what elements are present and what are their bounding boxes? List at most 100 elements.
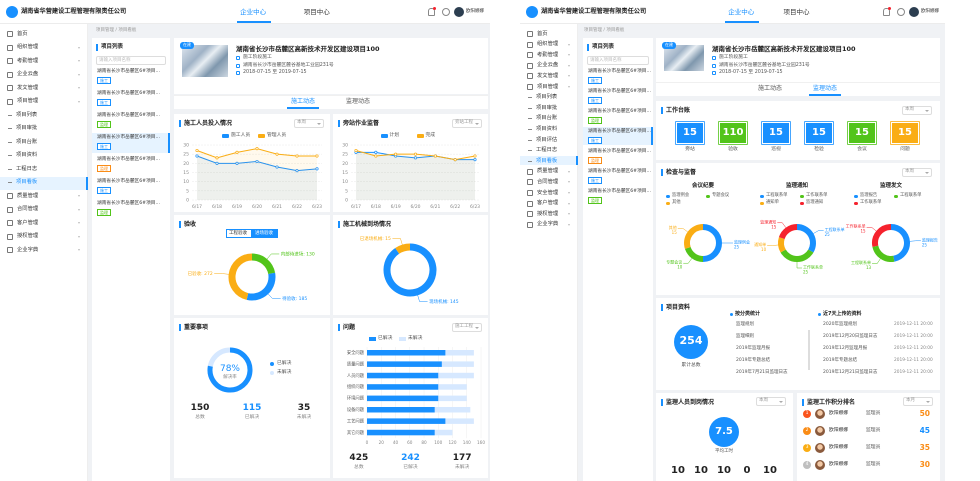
search-box[interactable]: [96, 56, 166, 65]
menu-item[interactable]: 项目列表: [16, 111, 38, 118]
dropdown[interactable]: [452, 119, 482, 128]
menu-item[interactable]: 质量管理: [17, 192, 39, 199]
file-row[interactable]: 2019年监理月报: [736, 346, 770, 351]
menu-item[interactable]: 首页: [537, 30, 548, 37]
tab[interactable]: 监理动态: [346, 98, 371, 105]
dropdown[interactable]: [452, 323, 482, 332]
project-title: 湖南省长沙市岳麓区高新技术开发区建设项目100: [236, 45, 380, 53]
menu-item[interactable]: 考勤管理: [537, 51, 559, 58]
x-tick-label: 6/19: [232, 204, 242, 210]
search-box[interactable]: [587, 56, 649, 65]
project-name[interactable]: 湖南省长沙市岳麓区6#项目...: [588, 189, 651, 194]
menu-item[interactable]: 考勤管理: [17, 57, 39, 64]
project-name[interactable]: 湖南省长沙市岳麓区6#项目...: [588, 109, 651, 114]
menu-item[interactable]: 项目看板: [16, 179, 38, 185]
project-name[interactable]: 湖南省长沙市岳麓区6#项目...: [588, 69, 651, 74]
menu-item[interactable]: 项目评估: [536, 136, 558, 143]
project-name[interactable]: 湖南省长沙市岳麓区6#项目...: [588, 89, 651, 94]
dropdown[interactable]: [756, 397, 786, 406]
project-name[interactable]: 湖南省长沙市岳麓区6#项目...: [588, 169, 651, 174]
nav-item[interactable]: 企业中心: [240, 8, 267, 16]
menu-item[interactable]: 客户管理: [537, 200, 559, 207]
project-name[interactable]: 湖南省长沙市岳麓区6#项目...: [97, 157, 160, 162]
tab[interactable]: 施工动态: [758, 85, 783, 92]
dropdown[interactable]: [294, 119, 324, 128]
menu-item[interactable]: 项目资料: [16, 152, 38, 158]
menu-item[interactable]: 项目台账: [16, 138, 38, 145]
project-name[interactable]: 湖南省长沙市岳麓区6#项目...: [97, 113, 160, 118]
menu-item[interactable]: 组织管理: [17, 44, 39, 50]
menu-item[interactable]: 项目审批: [16, 125, 38, 131]
project-name[interactable]: 湖南省长沙市岳麓区6#项目...: [97, 135, 160, 140]
user-name[interactable]: 欧阳娜娜: [921, 9, 939, 14]
menu-item[interactable]: 合同管理: [537, 178, 559, 185]
toggle-button[interactable]: [226, 229, 252, 238]
dropdown[interactable]: [902, 106, 932, 115]
project-name[interactable]: 湖南省长沙市岳麓区6#项目...: [97, 69, 160, 74]
series-point: [235, 161, 239, 165]
menu-item[interactable]: 项目台账: [536, 115, 558, 122]
nav-item[interactable]: 项目中心: [783, 8, 810, 16]
file-row[interactable]: 监理规划: [736, 322, 754, 327]
stat-label: 总数: [195, 415, 205, 420]
x-tick-label: 6/17: [192, 204, 202, 210]
settings-icon[interactable]: [897, 8, 905, 16]
menu-item[interactable]: 项目管理: [17, 98, 39, 104]
menu-item[interactable]: 项目审批: [536, 104, 558, 111]
menu-item[interactable]: 首页: [17, 30, 28, 37]
menu-item[interactable]: 企业字典: [17, 246, 39, 253]
menu-caret: [568, 223, 570, 226]
tab[interactable]: 施工动态: [291, 98, 316, 105]
menu-item[interactable]: 发文管理: [17, 84, 39, 91]
menu-icon: [527, 62, 533, 69]
menu-item[interactable]: 质量管理: [537, 168, 559, 175]
bell-icon[interactable]: [883, 8, 890, 16]
file-row[interactable]: 2019年12月20日监理日志: [823, 334, 878, 339]
user-name[interactable]: 欧阳娜娜: [466, 9, 484, 14]
series-point: [215, 156, 219, 160]
menu-item[interactable]: 项目列表: [536, 94, 558, 101]
nav-item[interactable]: 企业中心: [728, 8, 755, 16]
x-tick-label: 6/18: [212, 204, 222, 210]
menu-item[interactable]: 项目管理: [537, 83, 559, 90]
menu-item[interactable]: 工程日志: [536, 147, 558, 154]
rank-badge: [803, 461, 811, 469]
file-row[interactable]: 监理细则: [736, 334, 754, 339]
nav-item[interactable]: 项目中心: [303, 8, 330, 16]
project-name[interactable]: 湖南省长沙市岳麓区6#项目...: [97, 91, 160, 96]
menu-item[interactable]: 组织管理: [537, 41, 559, 48]
menu-item[interactable]: 发文管理: [537, 72, 559, 79]
menu-item[interactable]: 授权管理: [537, 210, 559, 217]
menu-item[interactable]: 项目资料: [536, 125, 558, 132]
file-row[interactable]: 2019年12月监理月报: [823, 346, 868, 351]
project-name[interactable]: 湖南省长沙市岳麓区6#项目...: [588, 129, 651, 134]
menu-item[interactable]: 企业云盘: [537, 62, 559, 69]
attendance-value: 10: [694, 465, 708, 476]
file-row[interactable]: 2019年12月21日监理日志: [823, 370, 878, 375]
menu-item[interactable]: 项目看板: [536, 157, 558, 164]
file-row[interactable]: 2019年7月21日监理日志: [736, 370, 788, 375]
tab[interactable]: 监理动态: [813, 85, 838, 92]
project-name[interactable]: 湖南省长沙市岳麓区6#项目...: [588, 149, 651, 154]
slice-value: 13: [866, 265, 872, 270]
rank-avatar: [815, 443, 825, 453]
file-row[interactable]: 2020年监理规划: [823, 322, 857, 327]
menu-item[interactable]: 安全管理: [537, 189, 559, 196]
avatar: [909, 7, 919, 17]
dropdown[interactable]: [902, 168, 932, 177]
file-row[interactable]: 2019年专题总结: [736, 358, 770, 363]
file-row[interactable]: 2019年专题总结: [823, 358, 857, 363]
menu-item[interactable]: 客户管理: [17, 219, 39, 226]
menu-item[interactable]: 合同管理: [17, 206, 39, 212]
project-name[interactable]: 湖南省长沙市岳麓区6#项目...: [97, 201, 160, 206]
menu-item[interactable]: 企业云盘: [17, 71, 39, 77]
menu-item[interactable]: 企业字典: [537, 221, 559, 228]
bell-icon[interactable]: [428, 8, 435, 16]
average-label: 平均工时: [715, 449, 733, 454]
project-name[interactable]: 湖南省长沙市岳麓区6#项目...: [97, 179, 160, 184]
menu-item[interactable]: 工程日志: [16, 165, 38, 172]
settings-icon[interactable]: [442, 8, 450, 16]
toggle-button[interactable]: [252, 229, 278, 238]
menu-item[interactable]: 授权管理: [17, 233, 39, 239]
dropdown[interactable]: [903, 397, 933, 406]
